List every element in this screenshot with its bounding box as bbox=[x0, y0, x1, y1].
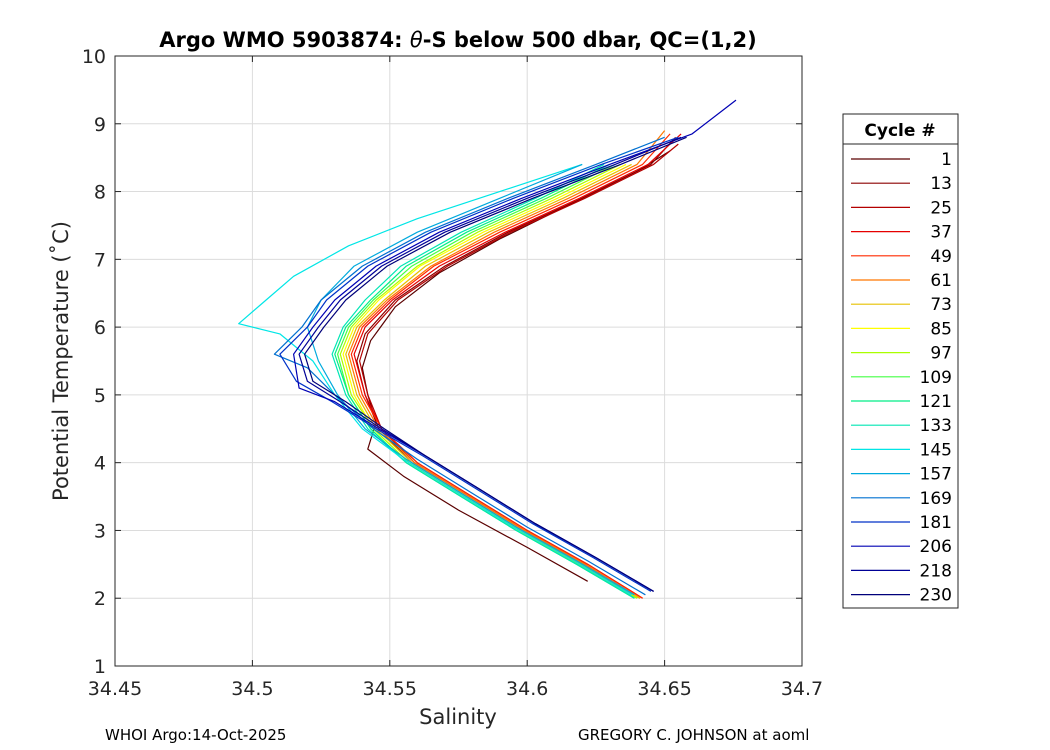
y-tick-label: 2 bbox=[94, 588, 106, 610]
y-tick-label: 4 bbox=[94, 453, 106, 475]
y-tick-label: 10 bbox=[82, 46, 106, 68]
legend-label: 145 bbox=[920, 440, 952, 460]
series-line-cycle-49 bbox=[350, 133, 671, 599]
series-line-cycle-230 bbox=[304, 136, 687, 592]
plot-frame bbox=[114, 55, 803, 667]
legend-label: 230 bbox=[920, 586, 952, 606]
x-axis-label: Salinity bbox=[419, 705, 497, 729]
series-line-cycle-61 bbox=[348, 130, 666, 599]
legend-label: 49 bbox=[930, 247, 952, 267]
footer-right: GREGORY C. JOHNSON at aoml bbox=[578, 726, 809, 744]
y-tick-label: 6 bbox=[94, 317, 106, 339]
legend-items: 1 13 25 37 49 61 73 85 97 109 121 133 145 157 169 181 20… bbox=[851, 150, 952, 606]
legend-label: 61 bbox=[930, 271, 952, 291]
legend-label: 218 bbox=[920, 561, 952, 581]
legend-label: 37 bbox=[930, 223, 952, 243]
y-tick-label: 5 bbox=[94, 385, 106, 407]
legend-label: 133 bbox=[920, 416, 952, 436]
plot-area bbox=[115, 56, 802, 666]
legend-label: 181 bbox=[920, 513, 952, 533]
legend-label: 1 bbox=[941, 150, 952, 170]
x-tick-label: 34.6 bbox=[506, 678, 548, 700]
legend-label: 121 bbox=[920, 392, 952, 412]
footer-left: WHOI Argo:14-Oct-2025 bbox=[105, 726, 286, 744]
series-line-cycle-133 bbox=[331, 163, 635, 599]
y-tick-label: 7 bbox=[94, 249, 106, 271]
x-tick-label: 34.45 bbox=[88, 678, 142, 700]
legend-label: 109 bbox=[920, 368, 952, 388]
legend-box bbox=[842, 113, 959, 609]
x-tick-label: 34.5 bbox=[231, 678, 273, 700]
y-tick-label: 3 bbox=[94, 520, 106, 542]
series-line-cycle-157 bbox=[306, 163, 635, 596]
legend-title: Cycle # bbox=[864, 121, 935, 141]
y-tick-label: 8 bbox=[94, 182, 106, 204]
legend-label: 25 bbox=[930, 198, 952, 218]
legend-label: 169 bbox=[920, 489, 952, 509]
chart-title: Argo WMO 5903874: θ-S below 500 dbar, QC… bbox=[159, 28, 756, 52]
y-tick-label: 9 bbox=[94, 114, 106, 136]
x-tick-label: 34.55 bbox=[363, 678, 417, 700]
legend-label: 97 bbox=[930, 344, 952, 364]
series-line-cycle-181 bbox=[279, 136, 679, 592]
y-tick-labels: 1 2 3 4 5 6 7 8 9 10 bbox=[82, 46, 106, 678]
legend-label: 85 bbox=[930, 319, 952, 339]
legend: Cycle # 1 13 25 37 49 61 73 85 97 109 121 133 145 157… bbox=[842, 113, 959, 609]
chart-title-prefix: Argo WMO 5903874: bbox=[159, 28, 410, 52]
legend-label: 157 bbox=[920, 465, 952, 485]
series-line-cycle-145 bbox=[238, 163, 632, 596]
y-axis-label: Potential Temperature (˚C) bbox=[49, 221, 73, 501]
legend-label: 73 bbox=[930, 295, 952, 315]
x-tick-label: 34.7 bbox=[781, 678, 823, 700]
axis-ticks bbox=[114, 55, 803, 667]
y-tick-label: 1 bbox=[94, 656, 106, 678]
x-tick-labels: 34.45 34.5 34.55 34.6 34.65 34.7 bbox=[88, 678, 823, 700]
chart-title-suffix: -S below 500 dbar, QC=(1,2) bbox=[423, 28, 757, 52]
legend-label: 206 bbox=[920, 537, 952, 557]
legend-label: 13 bbox=[930, 174, 952, 194]
x-tick-label: 34.65 bbox=[637, 678, 691, 700]
chart-title-theta: θ bbox=[410, 28, 423, 52]
series-lines bbox=[238, 99, 737, 599]
series-line-cycle-169 bbox=[273, 136, 665, 596]
